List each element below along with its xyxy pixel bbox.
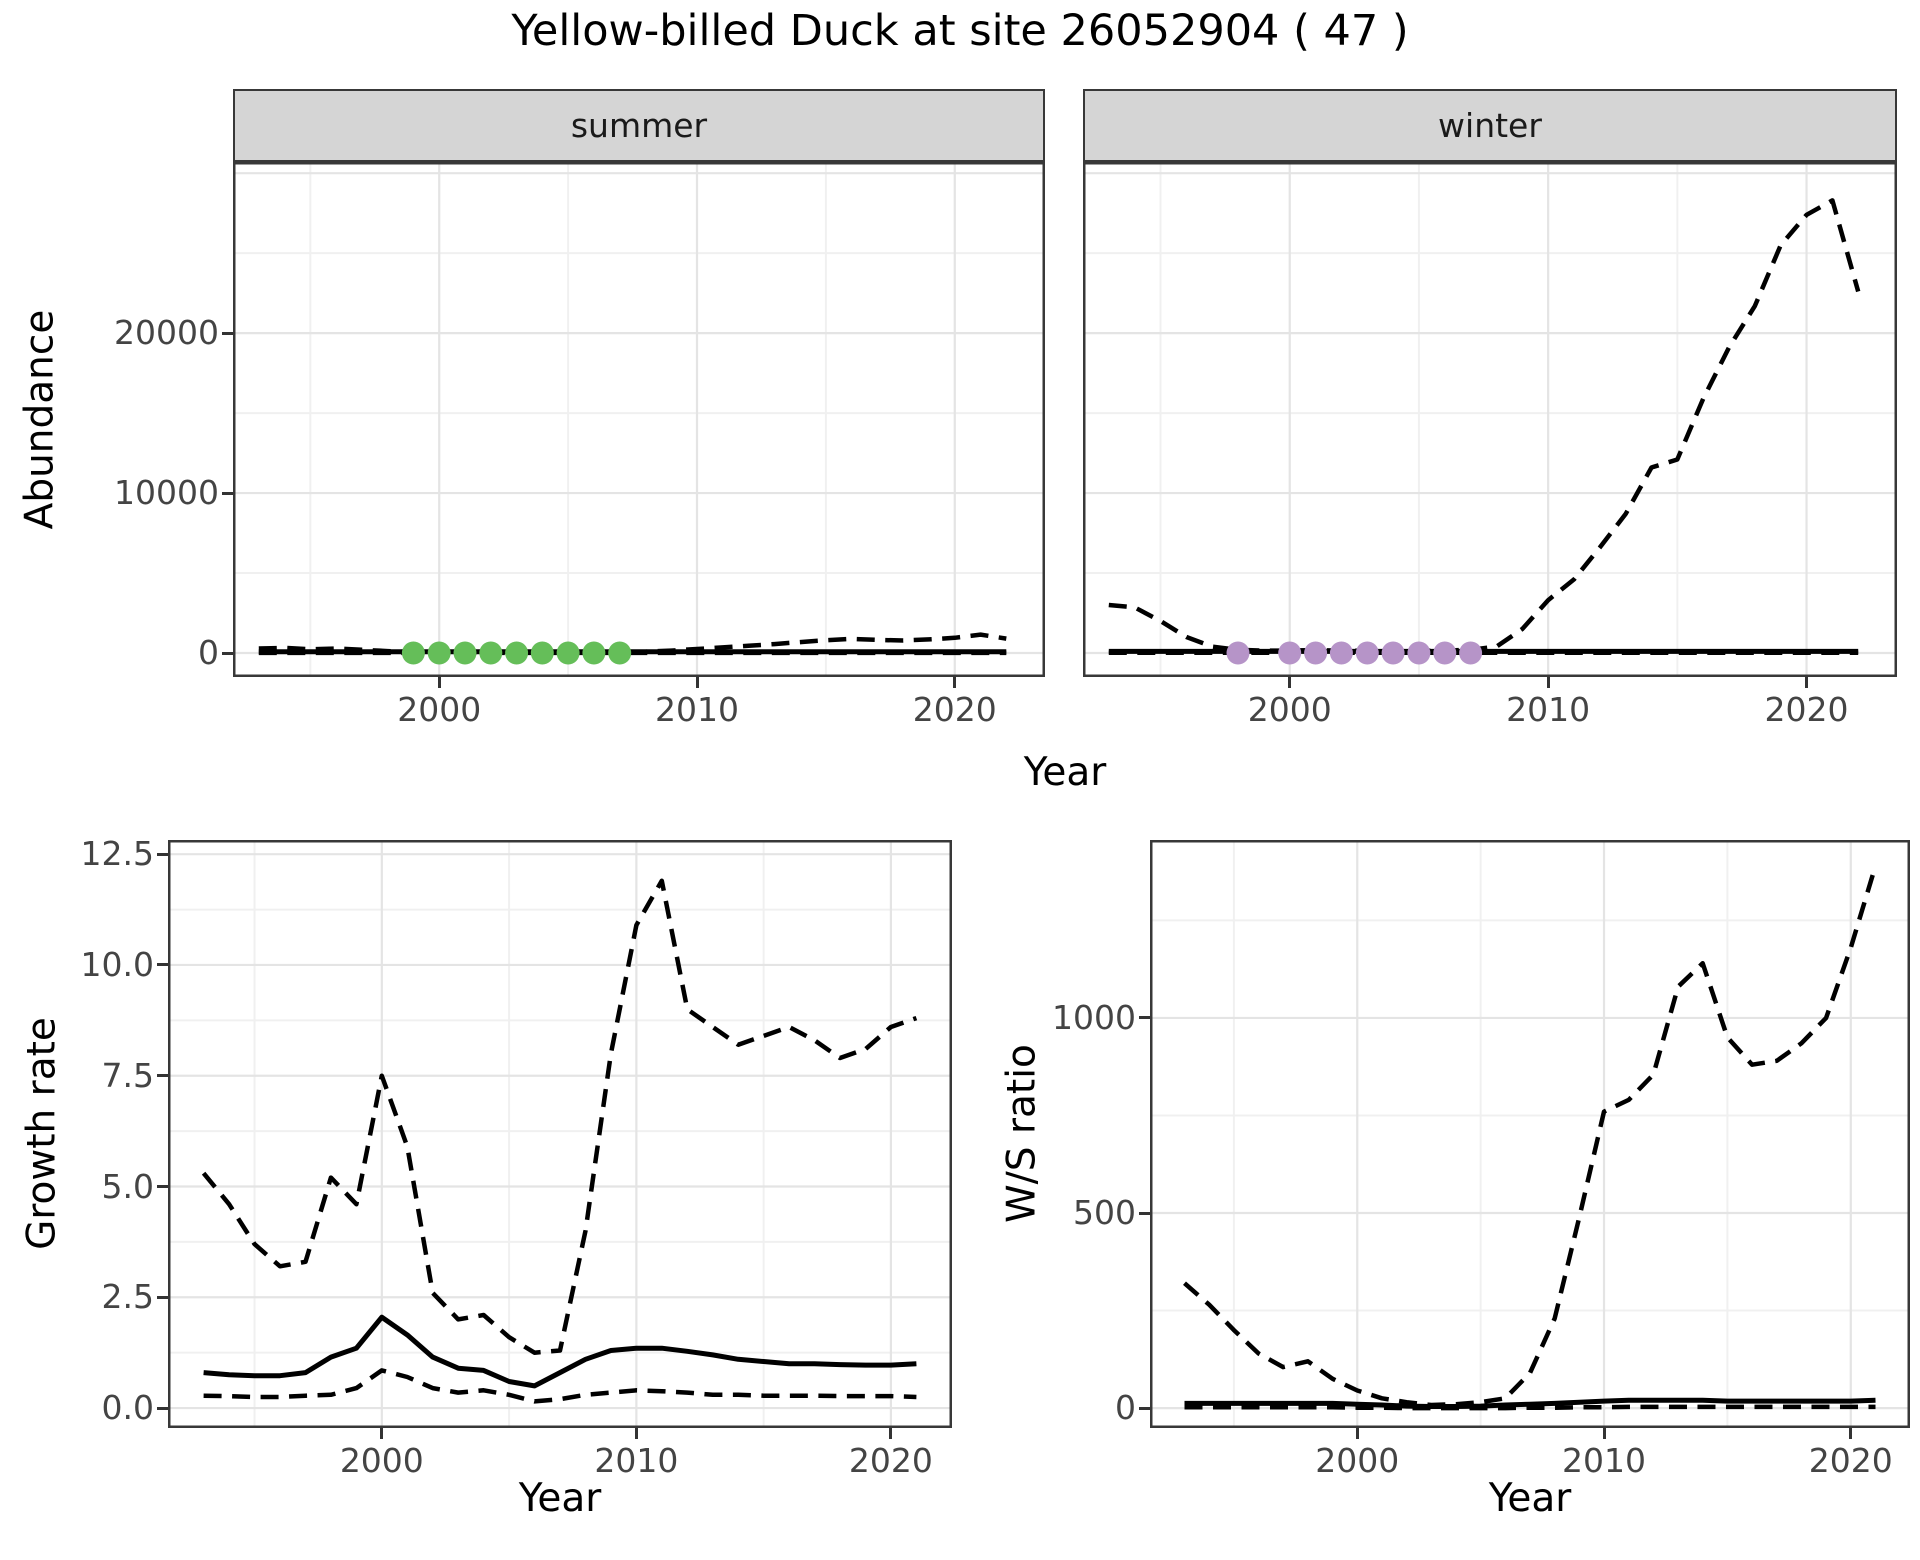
y-tick-label: 0.0 <box>101 1388 154 1428</box>
x-tick-label: 2010 <box>594 1441 679 1480</box>
abundance_winter-observed-point <box>1329 641 1353 665</box>
ws-lower_ci-line <box>1184 1404 1876 1411</box>
abundance_winter-observed-point <box>1355 641 1379 665</box>
x-tick-mark <box>1355 1428 1359 1439</box>
x-tick-label: 2010 <box>655 690 739 729</box>
x-tick-mark <box>1546 677 1550 688</box>
abundance-summer-panel <box>233 162 1045 677</box>
abundance_summer-observed-point <box>453 641 477 665</box>
y-tick-label: 20000 <box>114 313 219 353</box>
x-tick-label: 2010 <box>1562 1441 1646 1480</box>
y-tick-label: 10000 <box>114 473 219 513</box>
x-tick-label: 2000 <box>1247 690 1332 729</box>
panel-border <box>168 840 952 1428</box>
abundance_winter-observed-point <box>1304 641 1328 665</box>
ws-x-axis-title: Year <box>1488 1476 1572 1521</box>
y-tick-label: 12.5 <box>80 834 154 874</box>
abundance_summer-observed-point <box>530 641 554 665</box>
page-title: Yellow-billed Duck at site 26052904 ( 47… <box>511 6 1409 56</box>
x-tick-label: 2020 <box>1764 690 1849 729</box>
x-tick-label: 2020 <box>1808 1441 1893 1480</box>
y-tick-mark <box>222 491 233 495</box>
panel-border <box>233 162 1045 677</box>
abundance_summer-observed-point <box>608 641 632 665</box>
abundance_summer-observed-point <box>556 641 580 665</box>
abundance_winter-observed-point <box>1381 641 1405 665</box>
abundance_winter-observed-point <box>1278 641 1302 665</box>
x-tick-mark <box>1602 1428 1606 1439</box>
y-tick-label: 2.5 <box>101 1277 154 1317</box>
abundance_summer-observed-point <box>582 641 606 665</box>
y-tick-mark <box>1139 1406 1150 1410</box>
x-tick-mark <box>695 677 699 688</box>
y-tick-label: 10.0 <box>80 944 154 984</box>
x-tick-mark <box>1805 677 1809 688</box>
ws-upper_ci-line <box>1183 865 1878 1408</box>
ws-median-line <box>1184 1397 1876 1409</box>
abundance_winter-upper_ci-line <box>1108 198 1861 653</box>
y-tick-label: 5.0 <box>101 1166 154 1206</box>
growth-upper_ci-line <box>201 878 918 1355</box>
x-tick-label: 2000 <box>339 1441 424 1480</box>
panel-border <box>1083 162 1897 677</box>
x-tick-label: 2020 <box>848 1441 933 1480</box>
y-tick-mark <box>157 1406 168 1410</box>
abundance_summer-observed-point <box>505 641 529 665</box>
panel-border <box>1150 840 1910 1428</box>
abundance-winter-panel <box>1083 162 1897 677</box>
facet-strip-summer: summer <box>233 89 1045 162</box>
abundance_summer-observed-point <box>479 641 503 665</box>
growth-x-axis-title: Year <box>518 1476 602 1521</box>
ws-y-axis-title: W/S ratio <box>999 1044 1045 1223</box>
y-tick-mark <box>157 963 168 967</box>
y-tick-mark <box>157 1295 168 1299</box>
top-x-axis-title: Year <box>1023 750 1107 795</box>
x-tick-mark <box>1288 677 1292 688</box>
y-tick-label: 0 <box>1115 1388 1136 1428</box>
x-tick-label: 2010 <box>1506 690 1591 729</box>
growth-rate-panel <box>168 840 952 1428</box>
y-tick-mark <box>1139 1016 1150 1020</box>
growth-lower_ci-line <box>203 1368 917 1404</box>
x-tick-label: 2000 <box>397 690 482 729</box>
y-tick-mark <box>157 1074 168 1078</box>
abundance_summer-observed-point <box>401 641 425 665</box>
y-tick-label: 500 <box>1073 1193 1136 1232</box>
y-tick-mark <box>1139 1211 1150 1215</box>
y-tick-mark <box>157 1185 168 1188</box>
facet-strip-winter: winter <box>1083 89 1897 162</box>
y-tick-mark <box>222 651 233 655</box>
abundance_winter-observed-point <box>1433 641 1457 665</box>
abundance_winter-observed-point <box>1407 641 1431 665</box>
abundance_winter-observed-point <box>1226 641 1250 665</box>
y-tick-mark <box>222 331 233 335</box>
x-tick-mark <box>437 677 441 688</box>
ws-ratio-panel <box>1150 840 1910 1428</box>
y-tick-label: 1000 <box>1052 997 1136 1037</box>
y-tick-label: 7.5 <box>101 1055 154 1095</box>
facet-strip-summer-label: summer <box>570 106 708 145</box>
growth-median-line <box>203 1314 917 1389</box>
x-tick-mark <box>634 1428 638 1439</box>
x-tick-mark <box>380 1428 384 1439</box>
abundance_winter-observed-point <box>1459 641 1483 665</box>
x-tick-label: 2000 <box>1315 1441 1400 1480</box>
x-tick-mark <box>1849 1428 1853 1439</box>
facet-strip-winter-label: winter <box>1438 106 1542 145</box>
x-tick-mark <box>953 677 957 688</box>
y-tick-label: 0 <box>198 633 219 672</box>
x-tick-mark <box>889 1428 893 1439</box>
x-tick-label: 2020 <box>912 690 997 729</box>
abundance_summer-observed-point <box>427 641 451 665</box>
y-tick-mark <box>157 852 168 856</box>
abundance-y-axis-title: Abundance <box>17 309 63 530</box>
